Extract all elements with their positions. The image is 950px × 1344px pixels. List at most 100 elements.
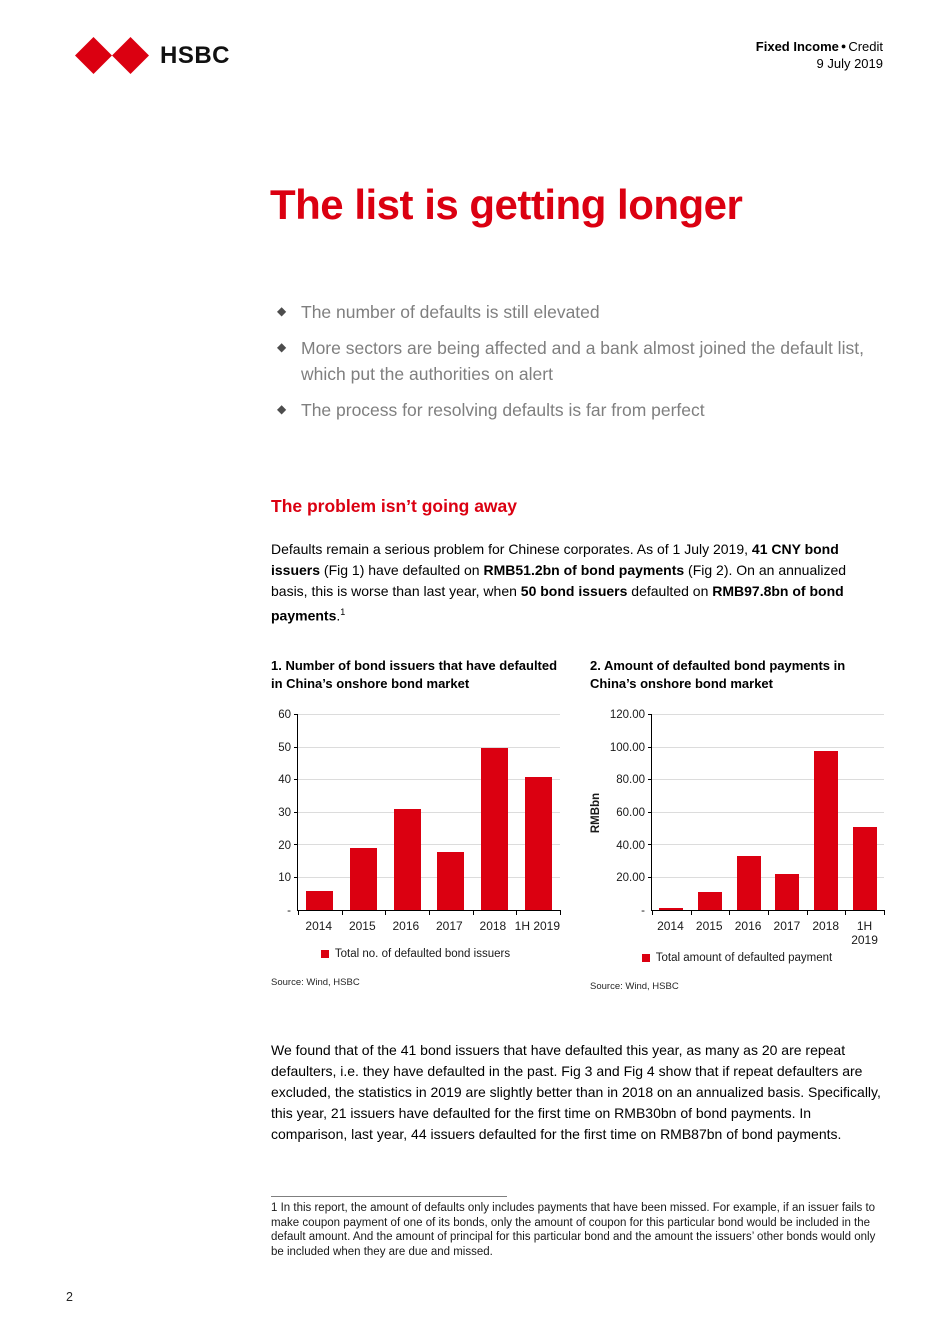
bar-2015: [698, 892, 722, 910]
bar-slot: [473, 715, 517, 910]
x-tick-mark: [845, 910, 847, 915]
hsbc-logo: HSBC: [75, 37, 230, 74]
bar-2016: [736, 856, 761, 910]
x-tick-mark: [560, 910, 561, 915]
x-axis-spacer: [271, 911, 297, 933]
text-run: (Fig 1) have defaulted on: [320, 562, 484, 578]
text-run: RMB97.8bn of bond payments: [271, 583, 844, 624]
footnote-divider: [271, 1196, 507, 1197]
plot-area: [294, 714, 561, 915]
report-header-meta: Fixed Income ● Credit 9 July 2019: [756, 38, 883, 72]
bar-1h-2019: [852, 826, 877, 910]
x-tick-mark: [690, 910, 692, 915]
diamond-bullet-icon: ◆: [277, 402, 287, 416]
y-tick-mark: [648, 811, 652, 813]
bullet-text: More sectors are being affected and a ba…: [301, 338, 864, 384]
text-run: 50 bond issuers: [520, 583, 628, 599]
bar-slot: [342, 715, 386, 910]
gridline: [298, 811, 560, 813]
section-heading: The problem isn’t going away: [271, 496, 517, 516]
x-tick-mark: [516, 910, 518, 915]
gridline: [652, 779, 884, 781]
bar-slot: [807, 715, 846, 910]
x-category-label: 2016: [392, 919, 420, 933]
hsbc-logo-text: HSBC: [160, 41, 231, 69]
figure-title: 2. Amount of defaulted bond payments in …: [590, 658, 846, 691]
y-tick-mark: [294, 714, 298, 715]
text-run: 1: [340, 607, 346, 617]
gridline: [298, 714, 560, 715]
y-tick-label: 40.00: [616, 839, 645, 852]
y-tick-label: 60: [278, 709, 291, 721]
y-tick-label: 80.00: [616, 774, 645, 787]
bullet-text: The number of defaults is still elevated: [301, 302, 600, 322]
page-title: The list is getting longer: [270, 181, 743, 228]
gridline: [652, 746, 884, 748]
bar-slot: [429, 715, 473, 910]
y-tick-label: 20: [278, 839, 291, 852]
y-tick-mark: [294, 746, 298, 748]
bar-2018: [480, 747, 509, 910]
body-paragraph-2: We found that of the 41 bond issuers tha…: [271, 1042, 881, 1142]
text-run: defaulted on: [627, 583, 713, 599]
bar-slot: [768, 715, 807, 910]
legend-swatch-icon: [641, 954, 650, 962]
x-tick-mark: [768, 910, 769, 915]
diamond-bullet-icon: ◆: [277, 304, 287, 318]
gridline: [298, 876, 560, 878]
bar-slot: [298, 715, 342, 910]
page-number: 2: [66, 1290, 73, 1304]
x-category-label: 2016: [734, 919, 762, 933]
bar-slot: [845, 715, 884, 910]
gridline: [298, 844, 560, 846]
x-tick-mark: [298, 910, 299, 915]
text-run: .: [336, 607, 341, 624]
x-tick-mark: [472, 910, 474, 915]
report-date: 9 July 2019: [816, 56, 884, 71]
chart-legend: Total amount of defaulted payment: [590, 952, 884, 964]
bullet-text: The process for resolving defaults is fa…: [301, 400, 705, 420]
x-tick-mark: [385, 910, 387, 915]
x-category-label: 2017: [773, 919, 801, 933]
bar-1h-2019: [524, 776, 552, 910]
bars-group: [652, 715, 884, 910]
bar-slot: [385, 715, 429, 910]
legend-swatch-icon: [320, 950, 329, 958]
footnote-text: 1 In this report, the amount of defaults…: [271, 1202, 876, 1258]
list-item: ◆ The process for resolving defaults is …: [277, 397, 887, 423]
y-tick-label: 20.00: [616, 872, 645, 885]
y-tick-mark: [648, 746, 652, 748]
bar-2016: [393, 809, 421, 910]
y-tick-label: 40: [278, 774, 291, 787]
bar-2017: [437, 851, 465, 910]
y-tick-mark: [294, 844, 298, 846]
bar-slot: [691, 715, 730, 910]
y-tick-mark: [648, 779, 652, 781]
x-labels: 2014 2015 2016 2017 2018 1H 2019: [651, 911, 884, 947]
bar-slot: [729, 715, 768, 910]
gridline: [652, 844, 884, 846]
list-item: ◆ More sectors are being affected and a …: [277, 335, 887, 387]
report-section-line: Fixed Income ● Credit: [756, 38, 883, 55]
y-axis-label: RMBbn: [590, 792, 602, 834]
y-tick-label: 10: [278, 872, 291, 885]
y-tick-mark: [648, 844, 652, 846]
x-tick-mark: [884, 910, 885, 915]
y-tick-mark: [294, 811, 298, 813]
chart-legend: Total no. of defaulted bond issuers: [271, 948, 560, 960]
report-section-bold: Fixed Income: [755, 39, 839, 54]
y-tick-mark: [294, 876, 298, 878]
bar-slot: [516, 715, 560, 910]
bars-group: [298, 715, 560, 910]
bar-chart: RMBbn - 20.00 40.00 60.00 80.00 100.00 120.00: [590, 709, 885, 917]
y-tick-label: 60.00: [616, 807, 645, 819]
figure-2-defaulted-payments-chart: 2. Amount of defaulted bond payments in …: [590, 657, 885, 992]
bar-2014: [659, 907, 684, 910]
bar-2015: [349, 848, 378, 910]
x-tick-mark: [341, 910, 343, 915]
text-run: RMB51.2bn of bond payments: [483, 562, 685, 578]
y-tick-mark: [648, 876, 652, 878]
x-category-label: 2015: [348, 919, 376, 933]
x-tick-mark: [429, 910, 430, 915]
